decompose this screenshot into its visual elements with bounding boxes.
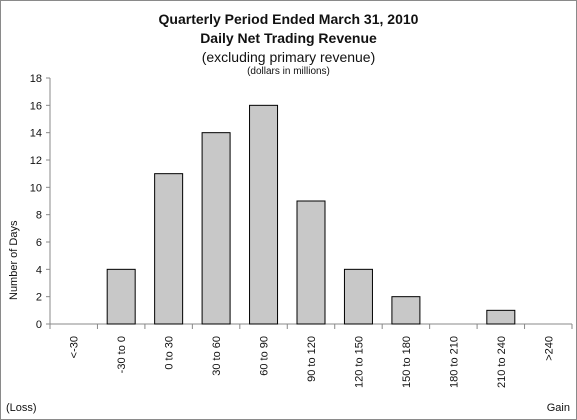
bar-7: [391, 296, 421, 325]
x-tick-label: 180 to 210: [448, 336, 460, 388]
bar-2: [154, 173, 184, 325]
x-tick-label: 60 to 90: [259, 336, 271, 376]
y-tick-label: 12: [30, 155, 42, 167]
chart-subtitle: (excluding primary revenue): [201, 49, 376, 65]
bar-3: [201, 132, 231, 325]
x-tick-label: 150 to 180: [401, 336, 413, 388]
y-tick-label: 14: [30, 128, 42, 140]
chart-title-line2: Daily Net Trading Revenue: [200, 30, 377, 46]
bar-5: [296, 200, 326, 325]
y-tick-label: 18: [30, 73, 42, 85]
x-tick-label: <-30: [69, 336, 81, 358]
bar-1: [106, 268, 136, 325]
y-tick-label: 10: [30, 182, 42, 194]
loss-annotation: (Loss): [6, 402, 37, 414]
y-tick-label: 2: [36, 292, 42, 304]
x-tick-label: 30 to 60: [211, 336, 223, 376]
y-tick-label: 8: [36, 210, 42, 222]
chart-units-note: (dollars in millions): [247, 66, 330, 77]
x-tick-label: -30 to 0: [116, 336, 128, 373]
y-tick-label: 0: [36, 319, 42, 331]
bar-6: [343, 268, 373, 325]
x-tick-label: 0 to 30: [164, 336, 176, 370]
x-tick-label: 120 to 150: [353, 336, 365, 388]
y-tick-label: 16: [30, 100, 42, 112]
x-tick-label: >240: [543, 336, 555, 361]
x-tick-label: 210 to 240: [496, 336, 508, 388]
chart-title-line1: Quarterly Period Ended March 31, 2010: [158, 11, 419, 27]
bar-9: [486, 309, 516, 325]
bar-4: [249, 104, 279, 325]
x-tick-label: 90 to 120: [306, 336, 318, 382]
y-tick-label: 6: [36, 237, 42, 249]
y-tick-label: 4: [36, 264, 42, 276]
gain-annotation: Gain: [546, 402, 570, 414]
